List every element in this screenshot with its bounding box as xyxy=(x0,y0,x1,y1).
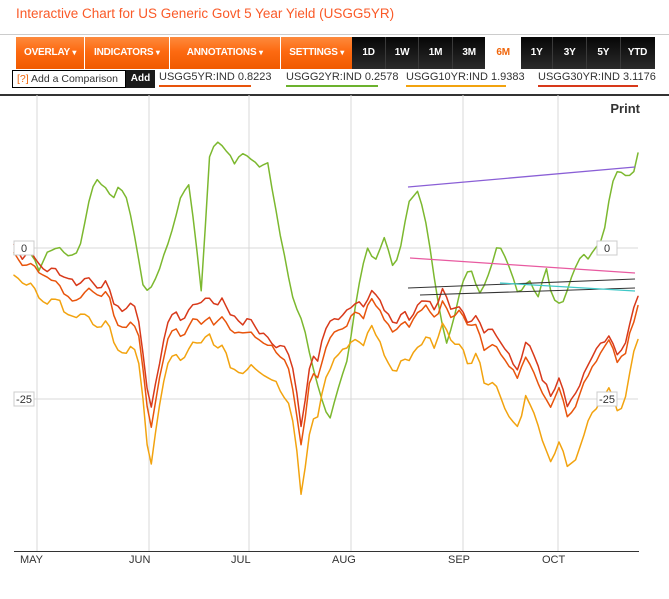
svg-text:0: 0 xyxy=(21,243,27,255)
svg-text:-25: -25 xyxy=(16,394,32,406)
svg-text:-25: -25 xyxy=(599,394,615,406)
svg-text:0: 0 xyxy=(604,243,610,255)
